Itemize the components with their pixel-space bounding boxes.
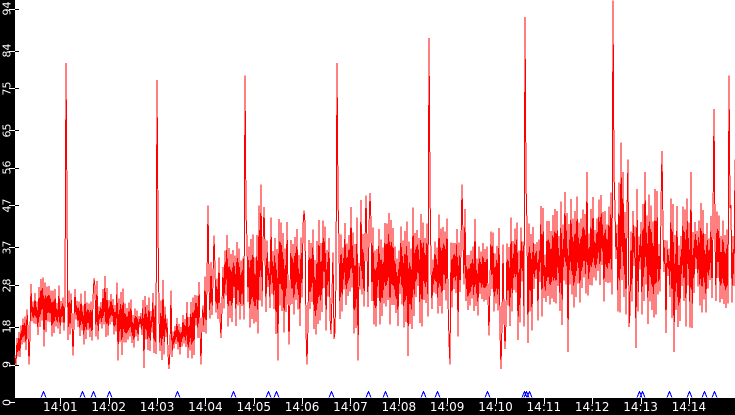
x-tick-mark	[109, 398, 110, 404]
x-tick-label: 14:13	[623, 400, 658, 414]
y-tick-mark	[9, 285, 15, 286]
y-tick-mark	[15, 130, 19, 131]
y-tick-mark	[15, 205, 19, 206]
y-tick-mark	[15, 9, 19, 10]
x-tick-mark	[592, 398, 593, 404]
y-tick-mark	[15, 168, 19, 169]
y-tick-mark	[15, 285, 19, 286]
y-tick-mark	[9, 130, 15, 131]
y-tick-mark	[9, 247, 15, 248]
x-tick-mark	[157, 398, 158, 404]
x-tick-label: 14:09	[429, 400, 465, 414]
x-tick-mark	[60, 398, 61, 404]
value-axis	[0, 0, 15, 415]
x-tick-mark	[496, 398, 497, 404]
y-tick-mark	[15, 365, 19, 366]
x-tick-label: 14:11	[526, 400, 562, 414]
x-tick-mark	[641, 398, 642, 404]
x-tick-mark	[544, 398, 545, 404]
x-tick-label: 14:01	[43, 400, 78, 414]
y-tick-mark	[15, 327, 19, 328]
x-tick-mark	[689, 398, 690, 404]
y-tick-mark	[15, 247, 19, 248]
x-tick-mark	[350, 398, 351, 404]
x-tick-label: 14:02	[91, 400, 126, 414]
x-tick-label: 14:14	[671, 400, 707, 414]
x-tick-mark	[205, 398, 206, 404]
y-tick-mark	[9, 327, 15, 328]
x-tick-label: 14:10	[478, 400, 513, 414]
x-tick-mark	[302, 398, 303, 404]
x-tick-label: 14:12	[574, 400, 610, 414]
y-tick-mark	[9, 88, 15, 89]
x-tick-label: 14:07	[333, 400, 368, 414]
series-line	[14, 0, 735, 369]
y-tick-mark	[9, 205, 15, 206]
x-tick-label: 14:08	[381, 400, 417, 414]
time-axis	[0, 398, 735, 415]
event-markers-icon	[40, 390, 718, 398]
x-tick-mark	[447, 398, 448, 404]
y-tick-mark	[9, 365, 15, 366]
x-tick-mark	[399, 398, 400, 404]
y-tick-mark	[15, 88, 19, 89]
x-tick-label: 14:06	[284, 400, 320, 414]
x-tick-label: 14:04	[188, 400, 223, 414]
y-tick-mark	[9, 51, 15, 52]
x-tick-mark	[254, 398, 255, 404]
y-tick-mark	[15, 51, 19, 52]
y-tick-mark	[9, 402, 15, 403]
y-tick-mark	[15, 402, 19, 403]
y-tick-mark	[9, 9, 15, 10]
y-tick-mark	[9, 168, 15, 169]
y-tick-label: 94	[0, 1, 14, 16]
x-tick-label: 14:03	[139, 400, 175, 414]
x-tick-label: 14:05	[236, 400, 272, 414]
